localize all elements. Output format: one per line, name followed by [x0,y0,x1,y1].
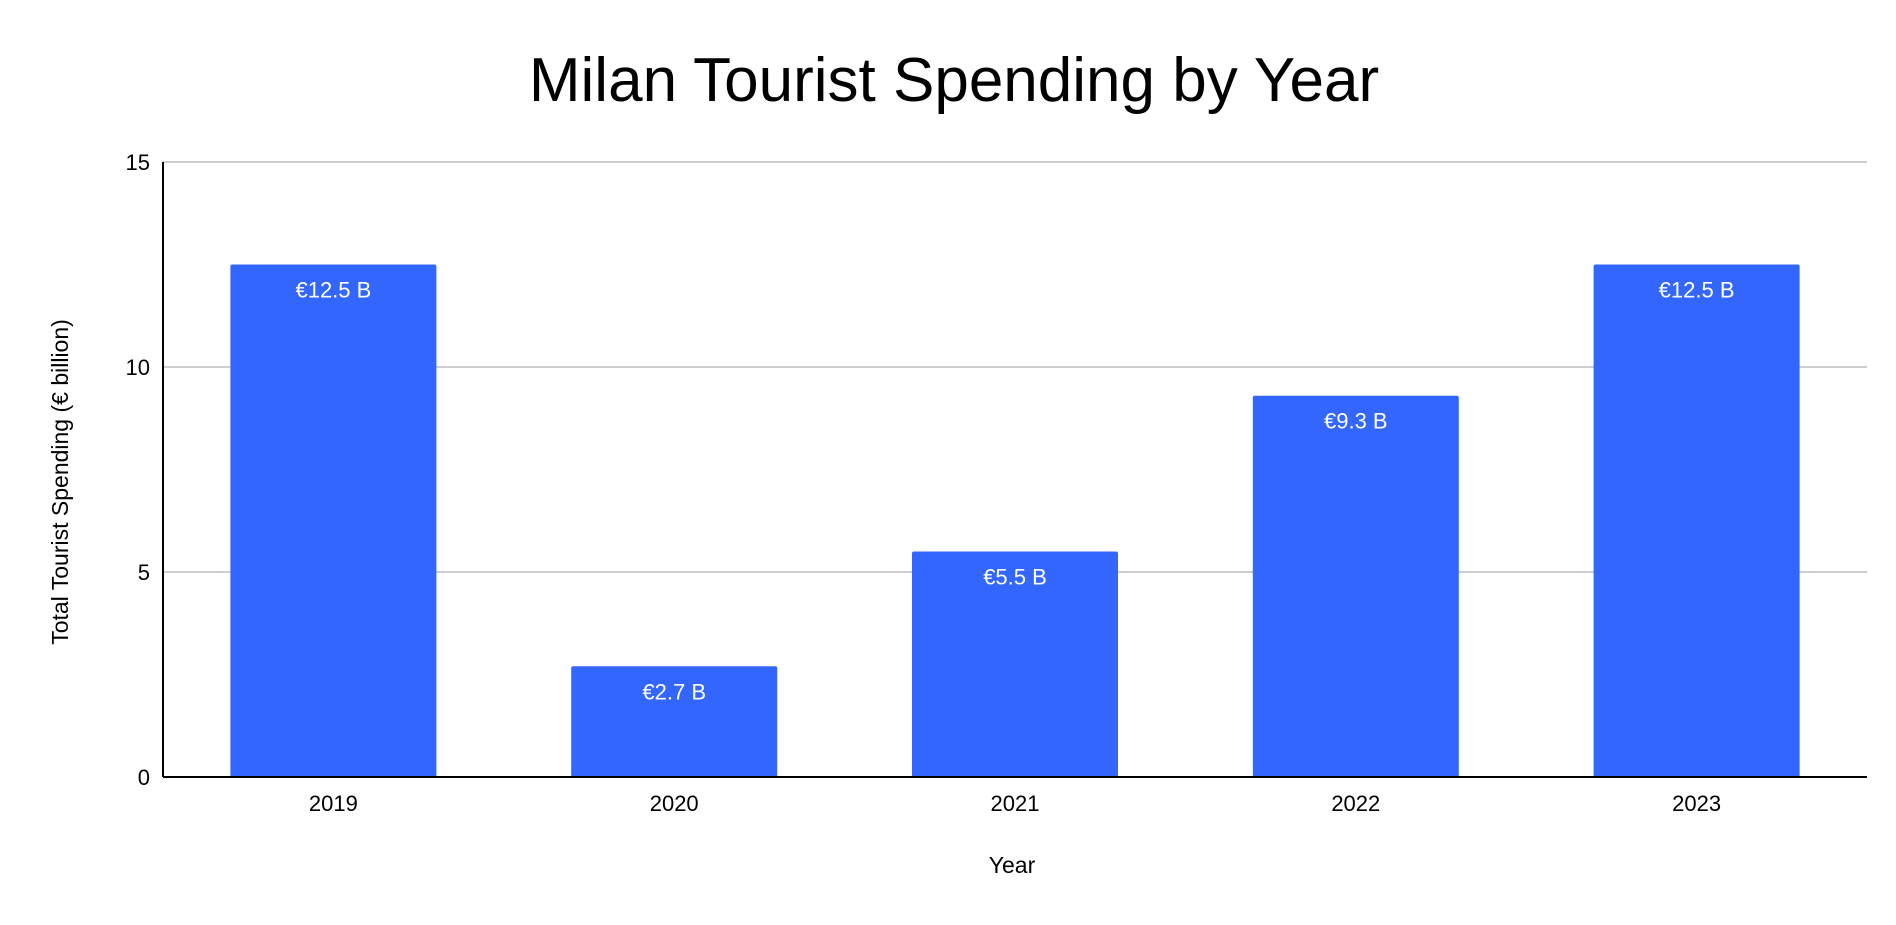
bar-2021 [912,551,1118,777]
x-tick-label-2019: 2019 [309,791,358,816]
y-tick-labels: 0 5 10 15 [126,150,150,790]
chart-title: Milan Tourist Spending by Year [529,46,1379,115]
data-label-2019: €12.5 B [295,278,371,303]
y-tick-label: 15 [126,150,150,175]
x-axis-title: Year [989,852,1036,878]
x-tick-labels: 2019 2020 2021 2022 2023 [309,791,1721,816]
x-tick-label-2020: 2020 [650,791,699,816]
data-label-2023: €12.5 B [1659,278,1735,303]
bar-2023 [1593,264,1800,777]
y-tick-label: 10 [126,355,150,380]
bar-2020 [571,666,778,777]
bar-2022 [1252,395,1459,777]
data-labels: €12.5 B €2.7 B €5.5 B €9.3 B €12.5 B [295,278,1734,705]
y-tick-label: 0 [138,765,150,790]
y-tick-label: 5 [138,560,150,585]
data-label-2020: €2.7 B [642,679,706,704]
y-axis-title: Total Tourist Spending (€ billion) [47,319,73,645]
x-tick-label-2023: 2023 [1672,791,1721,816]
x-tick-label-2021: 2021 [991,791,1040,816]
bar-2019 [230,264,437,777]
data-label-2022: €9.3 B [1324,409,1388,434]
x-tick-label-2022: 2022 [1331,791,1380,816]
data-label-2021: €5.5 B [983,565,1047,590]
bars [230,264,1800,777]
